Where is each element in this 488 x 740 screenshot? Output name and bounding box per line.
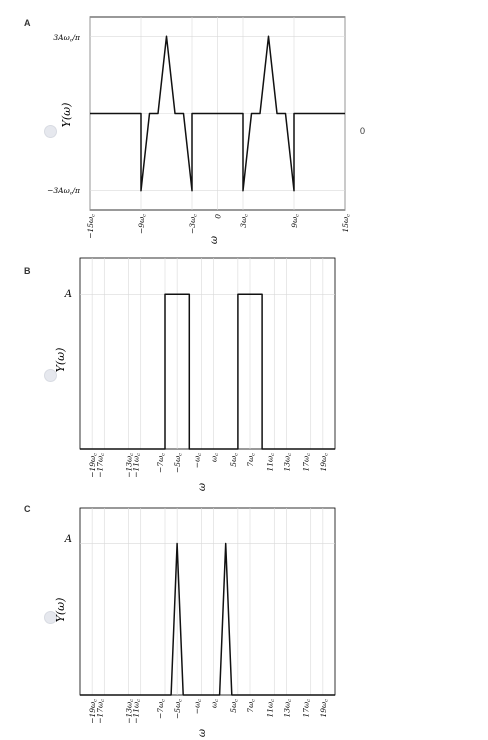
x-tick-label: 17ωc bbox=[302, 453, 313, 472]
x-tick-label: −13ωc bbox=[125, 453, 136, 478]
chart-b-ylabel: Y(ω) bbox=[54, 348, 67, 373]
chart-c-ytick: A bbox=[64, 534, 72, 545]
x-tick-label: 3ωc bbox=[239, 214, 250, 228]
option-a-label: A bbox=[24, 18, 31, 28]
x-tick-label: −7ωc bbox=[156, 453, 167, 473]
chart-a-xlabel: ω bbox=[209, 236, 220, 244]
chart-c-xlabel: ω bbox=[197, 729, 208, 737]
chart-b-frame bbox=[79, 257, 336, 450]
x-tick-label: 17ωc bbox=[302, 699, 313, 718]
x-tick-label: 11ωc bbox=[265, 453, 276, 472]
x-tick-label: 19ωc bbox=[319, 453, 330, 472]
chart-a-ytick-bottom: −3Aωc/π bbox=[47, 186, 81, 197]
x-tick-label: −5ωc bbox=[173, 699, 184, 719]
x-tick-label: −ωc bbox=[192, 699, 203, 714]
x-tick-label: 13ωc bbox=[282, 453, 293, 472]
x-tick-label: −13ωc bbox=[125, 699, 136, 724]
chart-b-series-line bbox=[80, 293, 335, 450]
chart-c: A Y(ω) −19ωc−13ωc−5ωcωc7ωc13ωc19ωc−17ωc−… bbox=[54, 507, 336, 737]
chart-a-ylabel: Y(ω) bbox=[60, 103, 73, 128]
chart-c-grid bbox=[80, 508, 335, 695]
x-tick-label: −17ωc bbox=[95, 699, 106, 724]
chart-c-ylabel: Y(ω) bbox=[54, 598, 67, 623]
x-tick-label: 19ωc bbox=[319, 699, 330, 718]
x-tick-label: 5ωc bbox=[229, 453, 240, 467]
x-tick-label: −11ωc bbox=[132, 453, 143, 478]
x-tick-label: −19ωc bbox=[88, 453, 99, 478]
x-tick-label: −15ωc bbox=[86, 214, 97, 239]
chart-c-xticks: −19ωc −13ωc −5ωc ωc 7ωc 13ωc 19ωc −17ωc −11ωc −7ω… bbox=[88, 699, 329, 724]
option-b-label: B bbox=[24, 266, 31, 276]
option-a-radio[interactable] bbox=[44, 125, 57, 138]
chart-a: 3Aωc/π −3Aωc/π Y(ω) −15ωc −9ωc −3ωc 0 3ωc 9ωc… bbox=[47, 16, 352, 244]
x-tick-label: −ωc bbox=[192, 453, 203, 468]
x-tick-label: ωc bbox=[210, 453, 221, 462]
chart-c-series-line bbox=[80, 542, 335, 696]
x-tick-label: −9ωc bbox=[137, 214, 148, 234]
x-tick-label: 7ωc bbox=[246, 699, 257, 713]
x-tick-label: ωc bbox=[210, 699, 221, 708]
chart-a-xticks: −15ωc −9ωc −3ωc 0 3ωc 9ωc 15ωc bbox=[86, 214, 352, 239]
x-tick-label: −17ωc bbox=[95, 453, 106, 478]
chart-c-frame bbox=[79, 507, 336, 696]
x-tick-label: −7ωc bbox=[156, 699, 167, 719]
chart-b-grid bbox=[80, 258, 335, 449]
chart-b: A Y(ω) −19ωc−13ωc−5ωcωc7ωc13ωc19ωc−17ωc−… bbox=[54, 257, 336, 491]
x-tick-label: 11ωc bbox=[265, 699, 276, 718]
x-tick-label: 5ωc bbox=[229, 699, 240, 713]
option-c-radio[interactable] bbox=[44, 611, 57, 624]
chart-a-series-line bbox=[90, 35, 345, 192]
chart-b-ytick: A bbox=[64, 289, 72, 300]
x-tick-label: 9ωc bbox=[290, 214, 301, 228]
x-tick-label: 13ωc bbox=[282, 699, 293, 718]
x-tick-label: 7ωc bbox=[246, 453, 257, 467]
x-tick-label: 0 bbox=[214, 214, 223, 219]
option-a-side-value: 0 bbox=[360, 126, 366, 136]
option-c-label: C bbox=[24, 504, 31, 514]
x-tick-label: −5ωc bbox=[173, 453, 184, 473]
x-tick-label: −11ωc bbox=[132, 699, 143, 724]
chart-b-xlabel: ω bbox=[197, 483, 208, 491]
x-tick-label: 15ωc bbox=[341, 214, 352, 233]
chart-b-xticks: −19ωc −13ωc −5ωc ωc 7ωc 13ωc 19ωc −17ωc −11ωc −7ω… bbox=[88, 453, 329, 478]
x-tick-label: −19ωc bbox=[88, 699, 99, 724]
option-b-radio[interactable] bbox=[44, 369, 57, 382]
x-tick-label: −3ωc bbox=[188, 214, 199, 234]
chart-a-ytick-top: 3Aωc/π bbox=[53, 33, 81, 44]
